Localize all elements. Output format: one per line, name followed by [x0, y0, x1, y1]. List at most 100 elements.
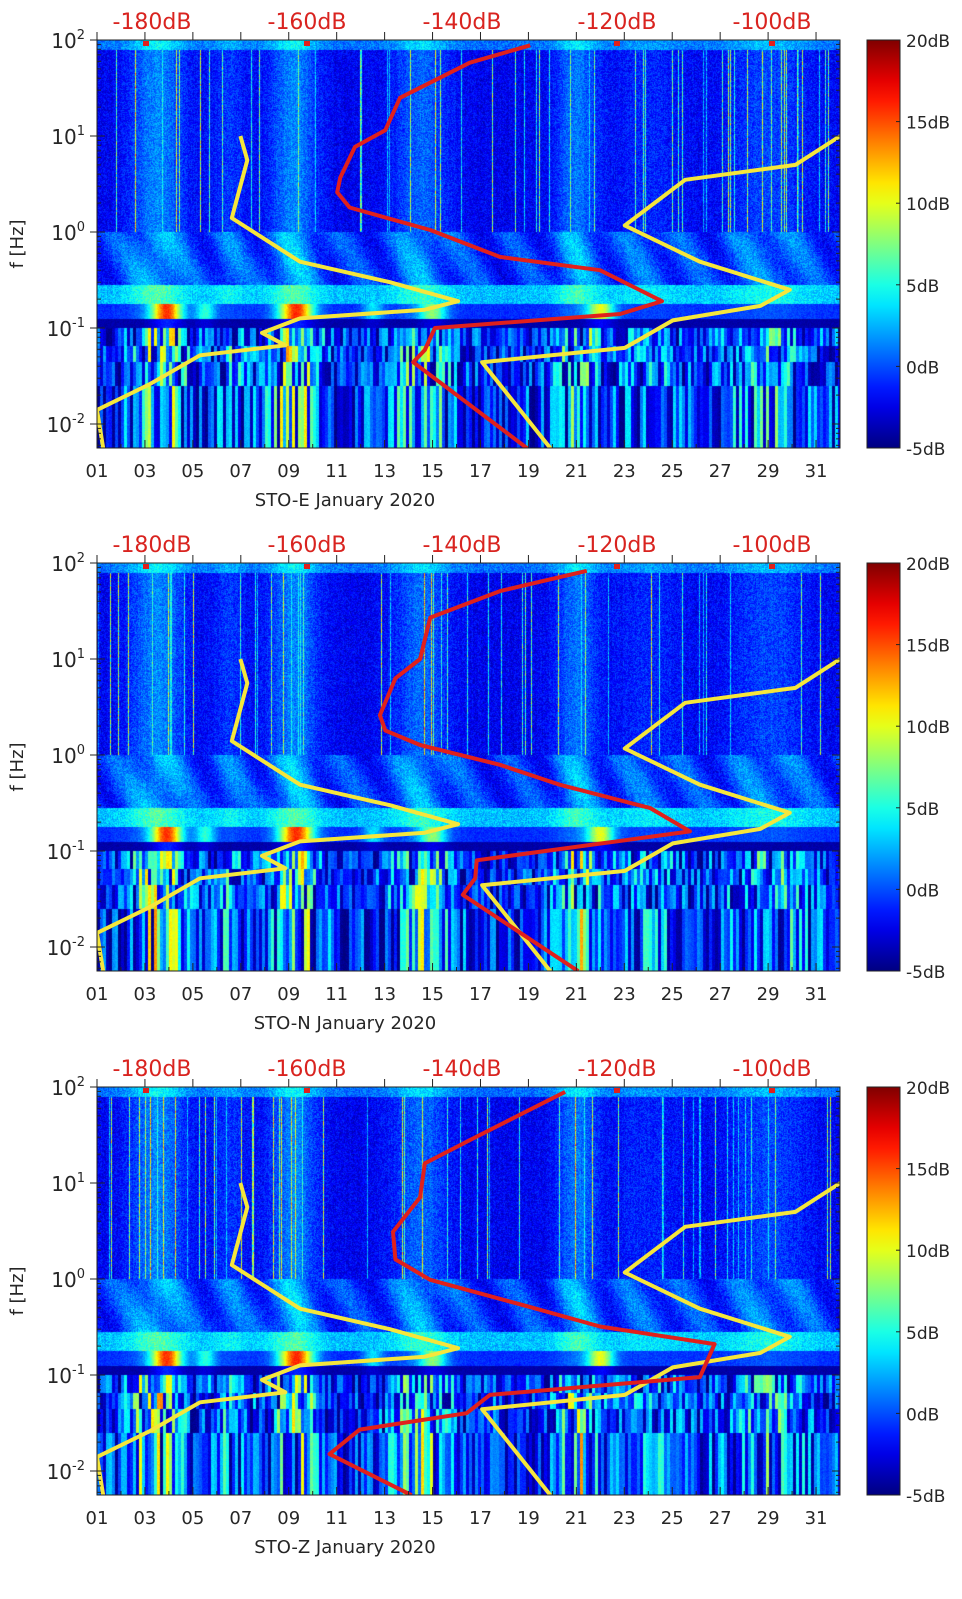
plot-frame: [96, 1086, 841, 1496]
y-tick-label: 102: [51, 1075, 85, 1100]
top-marker: [143, 41, 149, 46]
x-tick-label: 29: [757, 1508, 780, 1529]
x-tick-label: 23: [613, 1508, 636, 1529]
x-tick-label: 03: [133, 984, 156, 1005]
top-db-label: -180dB: [113, 10, 192, 35]
spectrogram-panel-east: 01 03 05 07 09 11 13 15 17 19 21 23 25 27 29 31 102 101 10…: [0, 0, 962, 523]
colorbar-tick-label: 20dB: [906, 32, 950, 52]
x-tick-label: 15: [421, 1508, 444, 1529]
top-db-label: -100dB: [733, 1057, 812, 1082]
y-tick-label: 10-1: [47, 316, 85, 341]
top-db-label: -120dB: [578, 1057, 657, 1082]
colorbar-tick-label: 15dB: [906, 1161, 950, 1181]
x-tick-label: 17: [469, 461, 492, 482]
top-db-label: -160dB: [268, 1057, 347, 1082]
x-tick-label: 31: [805, 461, 828, 482]
x-tick-label: 29: [757, 984, 780, 1005]
y-axis-label: f [Hz]: [7, 742, 28, 791]
y-tick-label: 100: [51, 220, 85, 245]
station-psd-curve: [335, 43, 664, 448]
x-tick-label: 21: [565, 984, 588, 1005]
top-marker: [304, 41, 310, 46]
x-tick-label: 05: [181, 1508, 204, 1529]
y-axis-label: f [Hz]: [7, 1266, 28, 1315]
top-db-label: -100dB: [733, 533, 812, 558]
top-marker: [769, 1088, 775, 1093]
x-tick-label: 07: [229, 461, 252, 482]
x-tick-label: 21: [565, 461, 588, 482]
top-db-label: -120dB: [578, 10, 657, 35]
y-tick-label: 102: [51, 551, 85, 576]
x-tick-label: 13: [373, 984, 396, 1005]
colorbar: [866, 562, 901, 972]
x-tick-label: 27: [709, 984, 732, 1005]
x-tick-label: 17: [469, 984, 492, 1005]
x-tick-label: 11: [325, 461, 348, 482]
top-db-label: -180dB: [113, 1057, 192, 1082]
colorbar-tick-label: -5dB: [906, 963, 945, 983]
x-tick-label: 23: [613, 461, 636, 482]
top-db-label: -180dB: [113, 533, 192, 558]
colorbar-tick-label: 10dB: [906, 718, 950, 738]
nhnm-curve: [480, 657, 840, 971]
x-tick-label: 23: [613, 984, 636, 1005]
colorbar-tick-label: 15dB: [906, 114, 950, 134]
colorbar-tick-label: 5dB: [906, 277, 939, 297]
colorbar-tick-label: 0dB: [906, 358, 939, 378]
colorbar: [866, 1086, 901, 1496]
x-tick-label: 13: [373, 461, 396, 482]
x-axis-label: STO-Z January 2020: [254, 1537, 435, 1558]
nlnm-curve: [97, 658, 461, 971]
colorbar-tick-label: -5dB: [906, 440, 945, 460]
x-tick-label: 07: [229, 1508, 252, 1529]
top-db-label: -160dB: [268, 533, 347, 558]
y-tick-label: 10-2: [47, 412, 85, 437]
x-tick-label: 19: [517, 461, 540, 482]
x-tick-label: 15: [421, 461, 444, 482]
x-tick-label: 13: [373, 1508, 396, 1529]
x-tick-label: 17: [469, 1508, 492, 1529]
y-tick-label: 10-1: [47, 1363, 85, 1388]
x-tick-label: 25: [661, 1508, 684, 1529]
x-tick-label: 25: [661, 984, 684, 1005]
top-marker: [614, 41, 620, 46]
x-tick-label: 29: [757, 461, 780, 482]
colorbar-tick-label: 5dB: [906, 1324, 939, 1344]
x-tick-label: 15: [421, 984, 444, 1005]
spectrogram-panel-north: 01 03 05 07 09 11 13 15 17 19 21 23 25 27 29 31 102 101 10…: [0, 523, 962, 1046]
x-tick-label: 19: [517, 984, 540, 1005]
x-tick-label: 09: [277, 984, 300, 1005]
colorbar-tick-label: 0dB: [906, 1405, 939, 1425]
colorbar-tick-label: 5dB: [906, 800, 939, 820]
station-psd-curve: [327, 1090, 717, 1495]
top-marker: [769, 41, 775, 46]
y-tick-label: 101: [51, 647, 85, 672]
axes-overlay: 01 03 05 07 09 11 13 15 17 19 21 23 25 27 29 31 102 101 10…: [7, 10, 950, 511]
nhnm-curve: [480, 134, 840, 448]
top-db-label: -100dB: [733, 10, 812, 35]
top-db-label: -140dB: [423, 1057, 502, 1082]
top-db-label: -160dB: [268, 10, 347, 35]
x-tick-label: 01: [86, 984, 109, 1005]
top-db-label: -140dB: [423, 10, 502, 35]
x-tick-label: 27: [709, 461, 732, 482]
colorbar-tick-label: 10dB: [906, 195, 950, 215]
colorbar: [866, 39, 901, 449]
top-marker: [143, 564, 149, 569]
top-db-label: -140dB: [423, 533, 502, 558]
x-tick-label: 21: [565, 1508, 588, 1529]
y-tick-label: 100: [51, 1267, 85, 1292]
top-marker: [614, 1088, 620, 1093]
x-tick-label: 01: [86, 461, 109, 482]
x-tick-label: 05: [181, 461, 204, 482]
x-tick-label: 01: [86, 1508, 109, 1529]
x-tick-label: 11: [325, 1508, 348, 1529]
x-axis-label: STO-N January 2020: [254, 1013, 437, 1034]
plot-frame: [96, 562, 841, 972]
top-marker: [769, 564, 775, 569]
nhnm-curve: [480, 1181, 840, 1495]
y-axis-label: f [Hz]: [7, 219, 28, 268]
x-tick-label: 31: [805, 1508, 828, 1529]
x-tick-label: 03: [133, 461, 156, 482]
spectrogram-image: [97, 563, 840, 971]
